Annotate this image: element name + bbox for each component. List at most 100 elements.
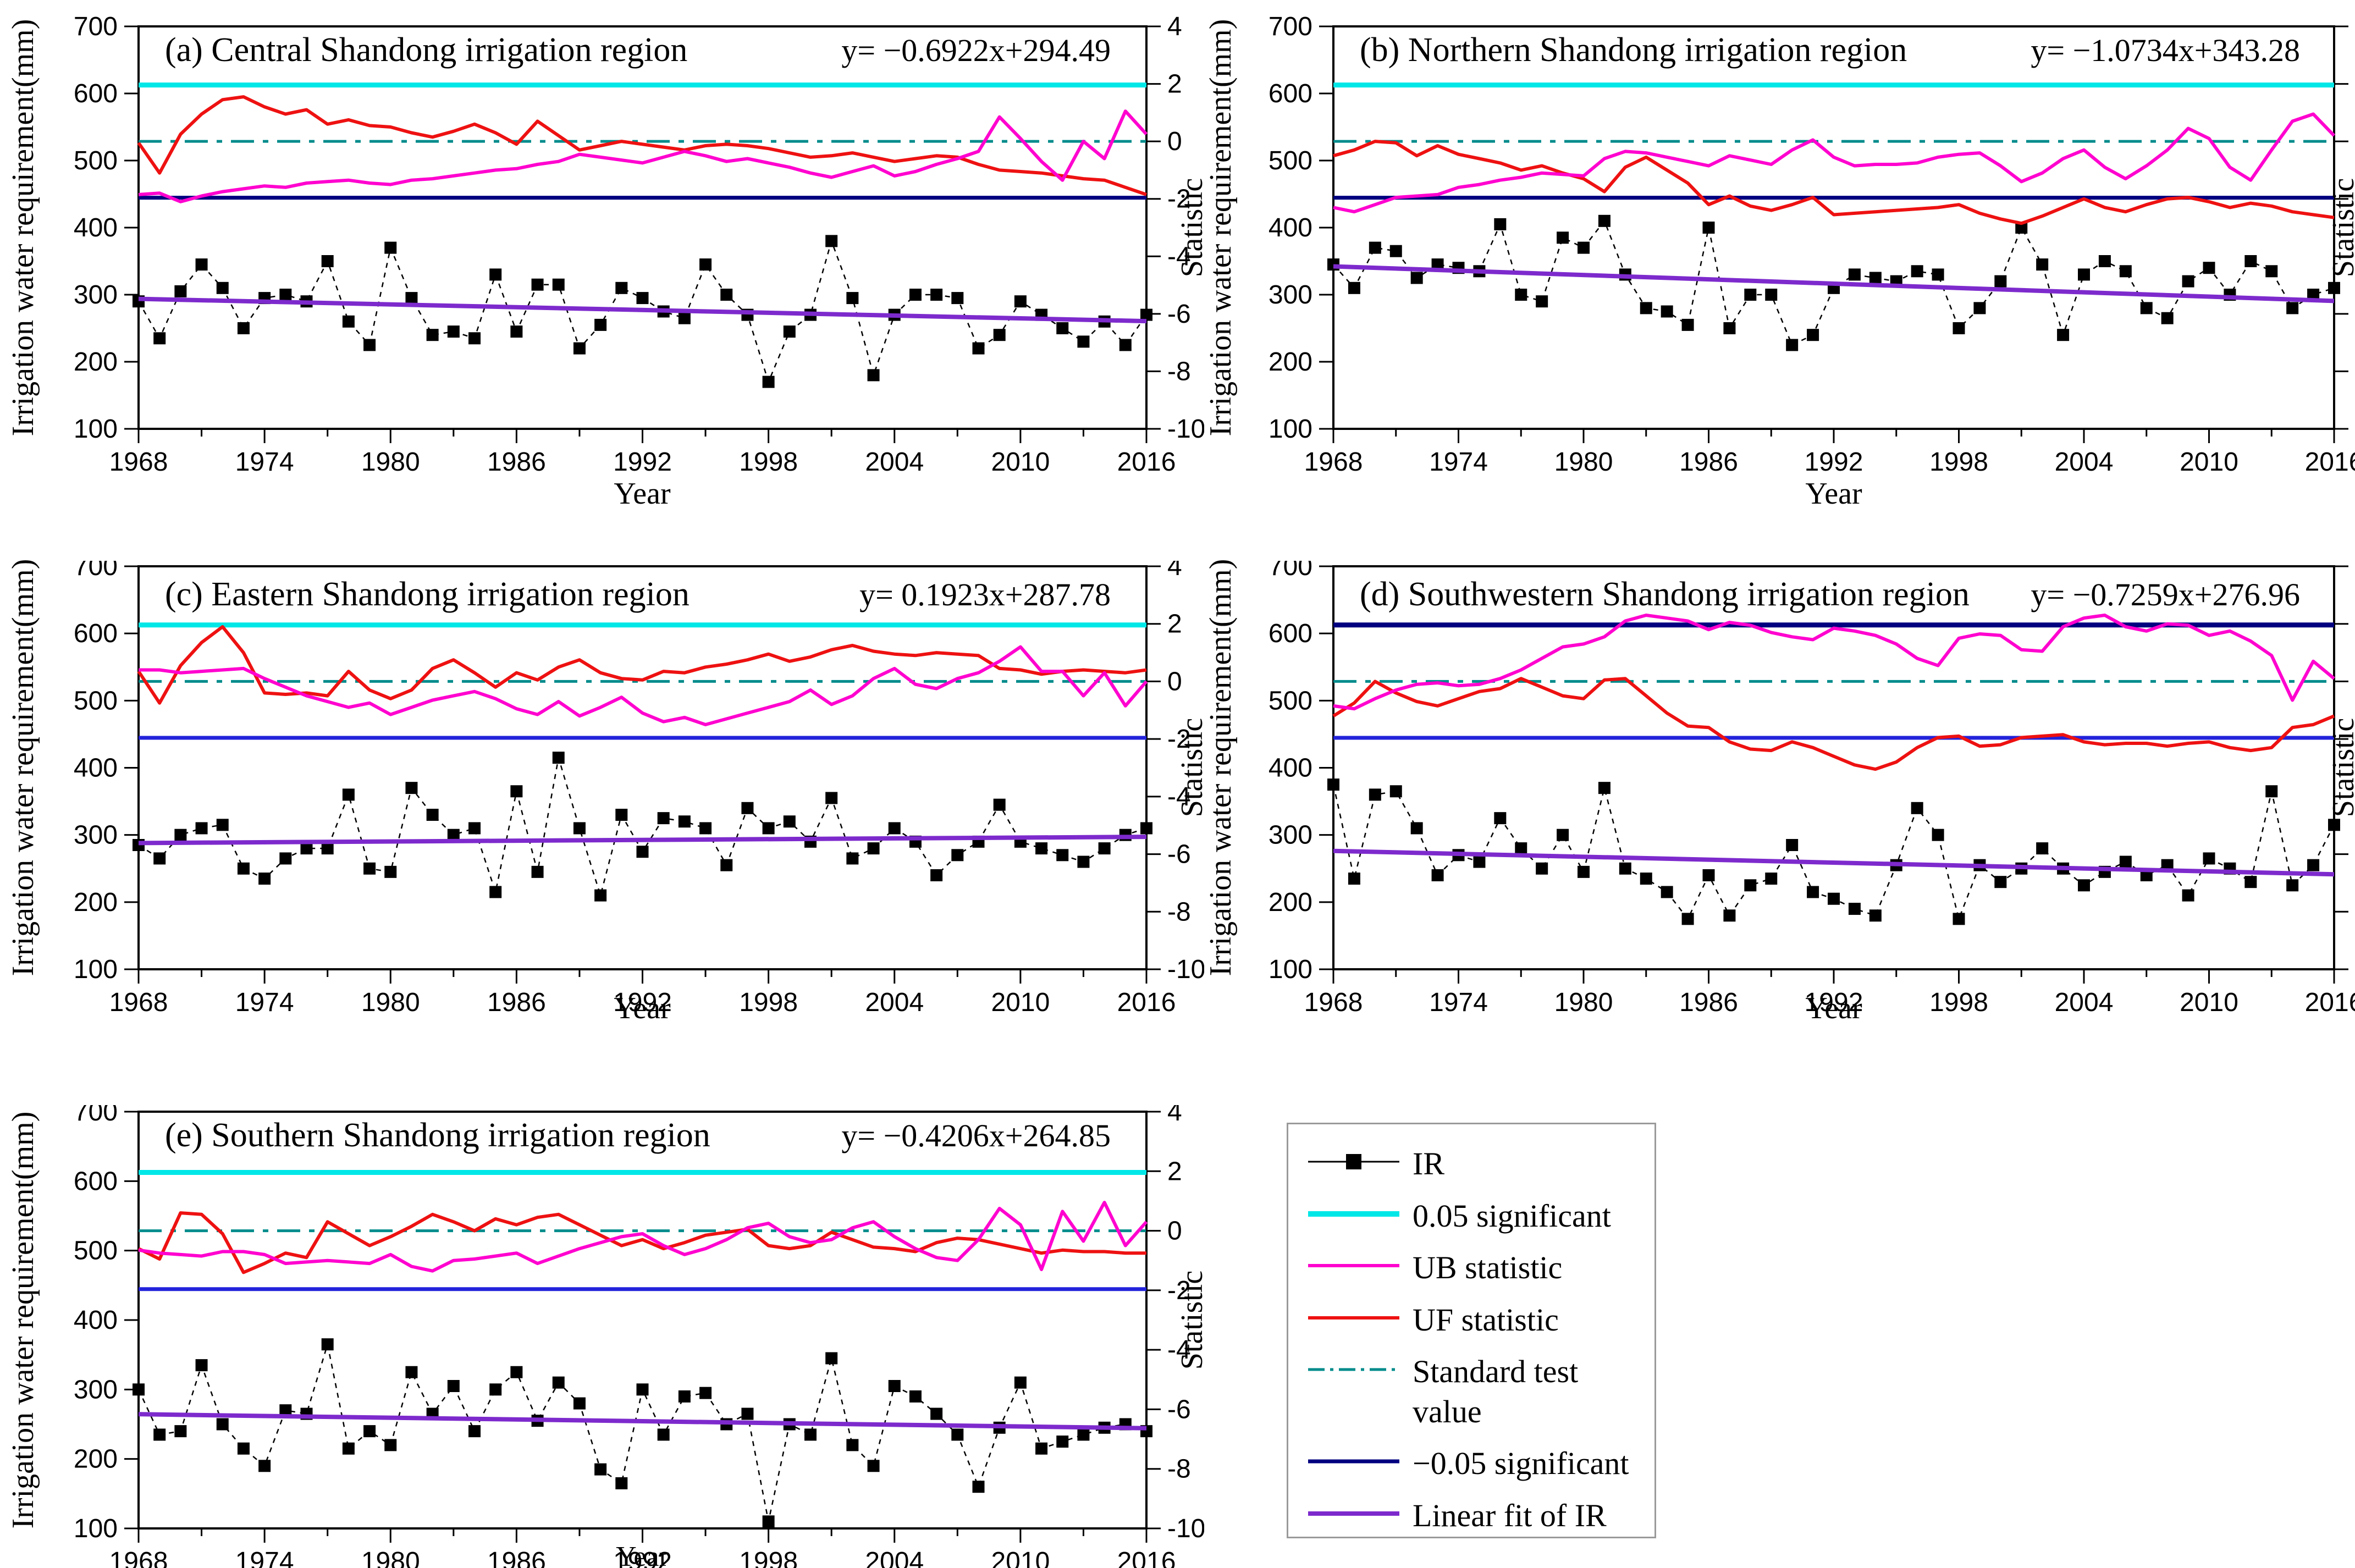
svg-text:-10: -10 — [1167, 955, 1204, 984]
svg-text:2016: 2016 — [2305, 988, 2355, 1017]
svg-text:1968: 1968 — [109, 988, 168, 1017]
series-ub — [1333, 112, 2336, 214]
legend-sample-dashdot-icon — [1308, 1368, 1399, 1371]
svg-text:700: 700 — [74, 1105, 118, 1127]
x-axis-label: Year — [1805, 477, 1862, 511]
svg-text:0: 0 — [1167, 127, 1182, 156]
trend-equation: y= −0.6922x+294.49 — [841, 32, 1111, 68]
chart-panel-b: 1968 1974 1980 1986 1992 1998 2004 2010 2016 100 2… — [1204, 0, 2355, 511]
svg-text:1974: 1974 — [235, 988, 294, 1017]
svg-text:-2: -2 — [1167, 725, 1191, 754]
svg-text:700: 700 — [74, 12, 118, 41]
svg-text:100: 100 — [1268, 415, 1312, 444]
chart-panel-d: 1968 1974 1980 1986 1992 1998 2004 2010 2016 100 2… — [1204, 559, 2355, 1025]
series-uf — [1332, 677, 2335, 771]
series-ub — [138, 1201, 1148, 1273]
svg-text:2004: 2004 — [865, 988, 924, 1017]
svg-text:300: 300 — [1268, 821, 1312, 850]
legend-item-label: −0.05 significant — [1413, 1445, 1629, 1481]
svg-text:1992: 1992 — [613, 448, 672, 477]
legend-item-label: IR — [1413, 1146, 1444, 1181]
legend-item-label: UB statistic — [1413, 1250, 1563, 1285]
panel-title: (b) Northern Shandong irrigation region — [1360, 31, 1907, 69]
trend-equation: y= −0.4206x+264.85 — [841, 1118, 1111, 1153]
legend-sample-solid-icon — [1308, 1511, 1399, 1516]
legend-item: 0.05 significant — [1307, 1196, 1654, 1236]
svg-text:200: 200 — [1268, 347, 1312, 377]
svg-text:1992: 1992 — [1805, 988, 1863, 1017]
series-ir-markers — [1327, 214, 2340, 351]
svg-text:1968: 1968 — [1304, 448, 1363, 477]
svg-text:1992: 1992 — [613, 988, 672, 1017]
panel-title: (d) Southwestern Shandong irrigation reg… — [1360, 576, 1970, 613]
series-ir-markers — [133, 752, 1152, 902]
svg-text:-2: -2 — [1167, 1276, 1191, 1305]
svg-text:600: 600 — [74, 1167, 118, 1196]
panel-title: (a) Central Shandong irrigation region — [165, 31, 688, 69]
y-axis-label-left: Irrigation water requirement(mm) — [1204, 559, 1238, 976]
svg-text:-4: -4 — [1167, 1335, 1191, 1365]
svg-text:300: 300 — [1268, 280, 1312, 310]
svg-text:300: 300 — [74, 821, 118, 850]
svg-text:-6: -6 — [1167, 300, 1191, 329]
svg-text:1968: 1968 — [109, 448, 168, 477]
trend-equation: y= −1.0734x+343.28 — [2031, 32, 2300, 68]
svg-text:1986: 1986 — [487, 448, 546, 477]
y-axis-label-left: Irrigation water requirement(mm) — [6, 559, 40, 976]
legend-item: UB statistic — [1307, 1248, 1654, 1288]
svg-text:2: 2 — [1167, 70, 1182, 99]
legend-sample-ir-icon — [1308, 1154, 1399, 1169]
svg-text:1998: 1998 — [1929, 988, 1988, 1017]
legend-item: Linear fit of IR — [1307, 1496, 1654, 1536]
panel-title: (e) Southern Shandong irrigation region — [165, 1117, 710, 1154]
y-axis-label-right: Statistic — [2326, 717, 2355, 818]
legend-item: −0.05 significant — [1307, 1444, 1654, 1484]
svg-text:100: 100 — [74, 955, 118, 984]
series-ub — [138, 109, 1148, 203]
svg-text:400: 400 — [1268, 754, 1312, 783]
svg-text:700: 700 — [74, 561, 118, 581]
x-axis-label: Year — [614, 477, 671, 511]
legend-sample-solid-icon — [1308, 1211, 1399, 1217]
chart-panel-a: 1968 1974 1980 1986 1992 1998 2004 2010 2016 100 2… — [0, 0, 1209, 511]
chart-canvas-a: 1968 1974 1980 1986 1992 1998 2004 2010 20161002… — [74, 12, 1204, 477]
svg-text:1986: 1986 — [1679, 988, 1738, 1017]
svg-text:4: 4 — [1167, 1105, 1182, 1127]
svg-text:1980: 1980 — [1554, 448, 1613, 477]
svg-text:2004: 2004 — [865, 1547, 924, 1568]
svg-text:1986: 1986 — [1679, 448, 1738, 477]
svg-text:1974: 1974 — [1429, 988, 1488, 1017]
svg-text:2016: 2016 — [2305, 448, 2355, 477]
svg-text:4: 4 — [1167, 561, 1182, 581]
svg-text:1980: 1980 — [361, 1547, 420, 1568]
svg-text:1998: 1998 — [1929, 448, 1988, 477]
chart-canvas-c: 1968 1974 1980 1986 1992 1998 2004 2010 20161002… — [74, 561, 1204, 1017]
svg-text:1968: 1968 — [1304, 988, 1363, 1017]
svg-text:2010: 2010 — [2180, 988, 2238, 1017]
series-ub — [1333, 614, 2335, 711]
svg-text:-4: -4 — [1167, 782, 1191, 811]
svg-text:1998: 1998 — [739, 988, 798, 1017]
chart-canvas-d: 1968 1974 1980 1986 1992 1998 2004 2010 2016 100 2… — [1268, 561, 2355, 1017]
svg-text:1980: 1980 — [361, 988, 420, 1017]
svg-text:1998: 1998 — [739, 448, 798, 477]
legend-item: IR — [1307, 1144, 1654, 1184]
chart-panel-c: 1968 1974 1980 1986 1992 1998 2004 2010 2016 100 2… — [0, 559, 1209, 1025]
svg-text:0: 0 — [1167, 1217, 1182, 1246]
svg-text:200: 200 — [74, 347, 118, 377]
legend-sample-solid-icon — [1308, 1459, 1399, 1464]
series-ir-markers — [133, 1338, 1152, 1528]
svg-text:1998: 1998 — [739, 1547, 798, 1568]
series-ir-line — [138, 757, 1147, 898]
trend-equation: y= −0.7259x+276.96 — [2031, 577, 2300, 612]
svg-text:1980: 1980 — [361, 448, 420, 477]
svg-text:1980: 1980 — [1554, 988, 1613, 1017]
svg-text:700: 700 — [1268, 561, 1312, 581]
svg-text:300: 300 — [74, 1375, 118, 1404]
svg-text:1992: 1992 — [613, 1547, 672, 1568]
axis-ticks: 1968197419801986199219982004201020161002… — [1268, 12, 2355, 477]
svg-text:1974: 1974 — [1429, 448, 1488, 477]
svg-text:200: 200 — [74, 1445, 118, 1474]
legend-item-label: Standard test value — [1413, 1354, 1579, 1429]
